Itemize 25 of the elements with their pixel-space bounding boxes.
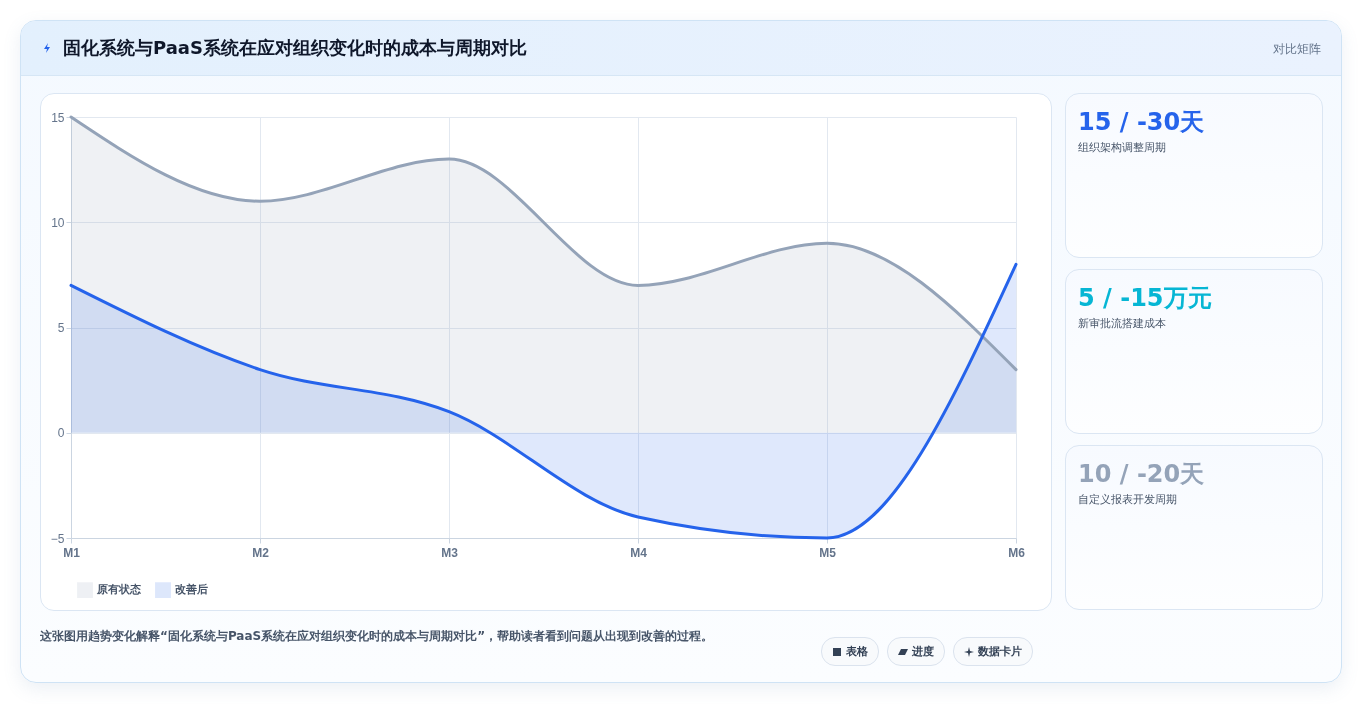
- y-tick-label: 5: [57, 321, 65, 335]
- y-tick-label: 15: [51, 110, 65, 125]
- y-tick-label: 10: [51, 215, 65, 230]
- text: 10 / -20天: [1078, 459, 1205, 490]
- text: 这张图用趋势变化解释“固化系统与PaaS系统在应对组织变化时的成本与周期对比”，帮助读者看到问题从出现到改善的过程。: [40, 628, 715, 645]
- text: 数据卡片: [978, 644, 1022, 659]
- x-tick-label: M4: [630, 545, 648, 560]
- text: 对比矩阵: [1273, 41, 1321, 58]
- chart-title: 固化系统与PaaS系统在应对组织变化时的成本与周期对比: [63, 36, 527, 60]
- x-tick-label: M6: [1008, 545, 1026, 560]
- x-tick-label: M3: [441, 545, 459, 560]
- text: 表格: [846, 644, 868, 659]
- text: 5 / -15万元: [1078, 283, 1212, 314]
- text: 15 / -30天: [1078, 107, 1205, 138]
- legend-label: 原有状态: [96, 583, 142, 596]
- x-tick-label: M5: [819, 545, 837, 560]
- text: 组织架构调整周期: [1078, 140, 1166, 155]
- x-tick-label: M2: [252, 545, 270, 560]
- legend-label: 改善后: [175, 583, 208, 596]
- text: 进度: [912, 644, 934, 659]
- text: 自定义报表开发周期: [1078, 492, 1177, 507]
- y-tick-label: 0: [57, 426, 65, 441]
- y-tick-label: −5: [50, 531, 65, 546]
- x-tick-label: M1: [63, 545, 81, 560]
- text: 新审批流搭建成本: [1078, 316, 1166, 331]
